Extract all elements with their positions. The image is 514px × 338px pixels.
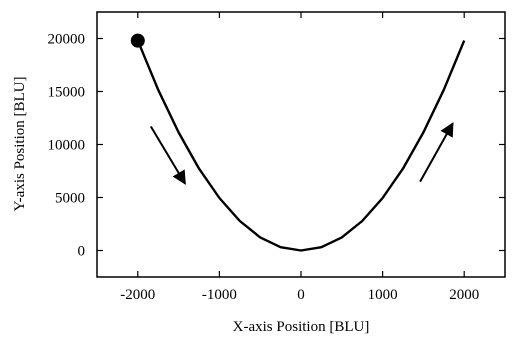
x-tick-label: -2000	[120, 287, 155, 303]
y-axis-label: Y-axis Position [BLU]	[12, 77, 28, 212]
trajectory-line	[136, 40, 466, 252]
start-marker	[130, 33, 145, 48]
direction-arrow	[149, 125, 186, 185]
y-tick-label: 0	[78, 244, 86, 260]
plot-frame	[96, 11, 506, 278]
annotations	[130, 33, 454, 185]
y-tick-label: 20000	[48, 32, 86, 48]
x-axis-label: X-axis Position [BLU]	[233, 319, 370, 335]
x-tick-label: 1000	[368, 287, 398, 303]
series	[136, 40, 466, 252]
x-tick-label: 0	[297, 287, 305, 303]
direction-arrow	[419, 122, 454, 183]
x-tick-label: 2000	[449, 287, 479, 303]
y-tick-label: 15000	[48, 85, 86, 101]
y-tick-label: 5000	[55, 191, 85, 207]
x-tick-label: -1000	[202, 287, 237, 303]
ticks	[97, 12, 505, 277]
y-tick-label: 10000	[48, 138, 86, 154]
